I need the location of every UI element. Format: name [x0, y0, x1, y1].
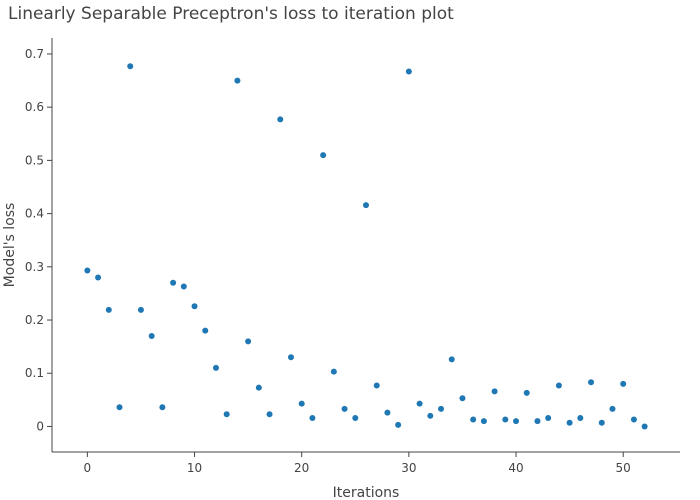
- data-point[interactable]: [116, 404, 123, 411]
- axes: [51, 38, 680, 453]
- x-axis-title: Iterations: [333, 485, 400, 500]
- data-point[interactable]: [459, 395, 466, 402]
- data-point[interactable]: [577, 414, 584, 421]
- data-point[interactable]: [245, 338, 252, 345]
- chart-title: Linearly Separable Preceptron's loss to …: [8, 4, 454, 24]
- y-tick-label: 0.4: [25, 207, 44, 221]
- data-point[interactable]: [212, 364, 219, 371]
- x-tick-label: 0: [84, 461, 92, 475]
- data-point[interactable]: [127, 63, 134, 70]
- data-point[interactable]: [427, 412, 434, 419]
- y-axis-title: Model's loss: [2, 203, 18, 288]
- y-tick-label: 0.7: [25, 47, 44, 61]
- data-point[interactable]: [105, 306, 112, 313]
- y-tick-label: 0.5: [25, 153, 44, 167]
- data-point[interactable]: [566, 419, 573, 426]
- data-point[interactable]: [330, 368, 337, 375]
- data-point[interactable]: [502, 416, 509, 423]
- y-tick-label: 0: [36, 419, 44, 433]
- data-point[interactable]: [555, 382, 562, 389]
- data-point[interactable]: [202, 327, 209, 334]
- data-point[interactable]: [191, 303, 198, 310]
- data-point[interactable]: [384, 409, 391, 416]
- data-point[interactable]: [545, 414, 552, 421]
- y-tick-label: 0.1: [25, 366, 44, 380]
- data-point[interactable]: [523, 389, 530, 396]
- data-point[interactable]: [641, 423, 648, 430]
- data-point[interactable]: [513, 418, 520, 425]
- data-point[interactable]: [416, 400, 423, 407]
- y-tick-label: 0.2: [25, 313, 44, 327]
- data-point[interactable]: [630, 416, 637, 423]
- data-point[interactable]: [373, 382, 380, 389]
- data-point[interactable]: [95, 274, 102, 281]
- data-point[interactable]: [363, 202, 369, 209]
- data-point[interactable]: [266, 411, 273, 418]
- data-point[interactable]: [620, 380, 627, 387]
- data-point[interactable]: [395, 421, 402, 428]
- data-point[interactable]: [320, 152, 327, 159]
- data-point[interactable]: [148, 332, 155, 339]
- data-point[interactable]: [287, 354, 294, 361]
- data-point[interactable]: [588, 379, 595, 386]
- data-point[interactable]: [170, 279, 177, 286]
- data-point[interactable]: [137, 306, 144, 313]
- x-tick-label: 10: [187, 461, 202, 475]
- data-point[interactable]: [491, 388, 498, 395]
- x-ticks: 0 10 20 30 40 50: [84, 452, 631, 475]
- x-tick-label: 50: [616, 461, 631, 475]
- data-point[interactable]: [609, 405, 616, 412]
- data-point[interactable]: [534, 418, 541, 425]
- data-point[interactable]: [598, 419, 605, 426]
- data-point[interactable]: [470, 416, 477, 423]
- data-point[interactable]: [84, 267, 91, 274]
- data-points: [84, 63, 648, 430]
- y-tick-label: 0.3: [25, 260, 44, 274]
- data-point[interactable]: [277, 116, 284, 123]
- data-point[interactable]: [480, 418, 487, 425]
- x-tick-label: 40: [508, 461, 523, 475]
- data-point[interactable]: [180, 283, 187, 290]
- x-tick-label: 20: [294, 461, 309, 475]
- data-point[interactable]: [352, 414, 359, 421]
- data-point[interactable]: [405, 68, 412, 75]
- data-point[interactable]: [159, 404, 166, 411]
- data-point[interactable]: [223, 411, 230, 418]
- y-ticks: 0 0.1 0.2 0.3 0.4 0.5 0.6 0.7: [25, 47, 52, 433]
- y-tick-label: 0.6: [25, 100, 44, 114]
- data-point[interactable]: [448, 356, 455, 363]
- data-point[interactable]: [298, 400, 305, 407]
- data-point[interactable]: [438, 405, 445, 412]
- data-point[interactable]: [341, 405, 348, 412]
- data-point[interactable]: [255, 384, 262, 391]
- x-tick-label: 30: [401, 461, 416, 475]
- data-point[interactable]: [234, 77, 241, 84]
- data-point[interactable]: [309, 414, 316, 421]
